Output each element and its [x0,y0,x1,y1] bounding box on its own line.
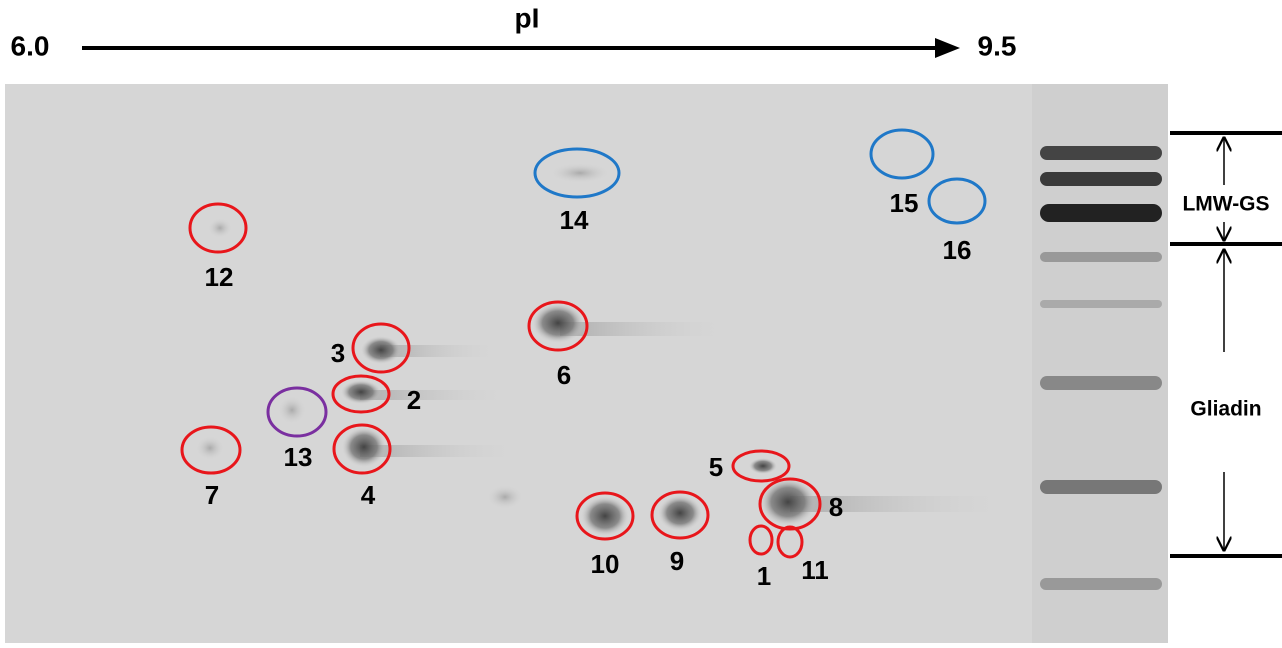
spot-circle [533,147,621,199]
spot-circle [927,177,987,225]
gel [5,84,1032,643]
gel-spots [196,163,1010,536]
spot-label: 10 [591,549,620,579]
spot-label: 5 [709,452,723,482]
spot-label: 16 [943,235,972,265]
spot-label: 4 [361,480,376,510]
spot-label: 2 [407,385,421,415]
spot-circle [332,423,392,475]
spot-label: 7 [205,480,219,510]
axis-start: 6.0 [11,30,50,61]
spot-label: 8 [829,492,843,522]
axis-arrowhead [935,38,960,58]
spot-circle [351,322,411,374]
spot-label: 9 [670,546,684,576]
spot-circle [527,300,589,352]
region-markers [1170,131,1282,558]
spot-circle [758,477,822,531]
spot-circle [575,491,635,541]
spot-label: 11 [801,555,829,585]
spot-label: 3 [331,338,345,368]
region-label: LMW-GS [1182,193,1269,216]
spot-label: 1 [757,561,771,591]
spot-label: 14 [560,205,589,235]
spot-circle [188,202,248,254]
axis-end: 9.5 [978,30,1017,61]
axis-label: pI [515,2,540,33]
spot-label: 12 [205,262,234,292]
spot-label: 6 [557,360,571,390]
spot-circle [266,386,328,438]
spot-circle [869,128,935,180]
spot-circle [748,524,774,556]
spot-label: 13 [284,442,313,472]
lane [1032,84,1168,643]
spot-label: 15 [890,188,919,218]
spot-circle [731,449,791,483]
spot-circle [331,374,391,414]
spot-circle [650,490,710,540]
spot-circle [180,425,242,475]
lane-bands [1040,146,1162,590]
spot-circle [776,525,804,559]
region-label: Gliadin [1190,398,1261,421]
